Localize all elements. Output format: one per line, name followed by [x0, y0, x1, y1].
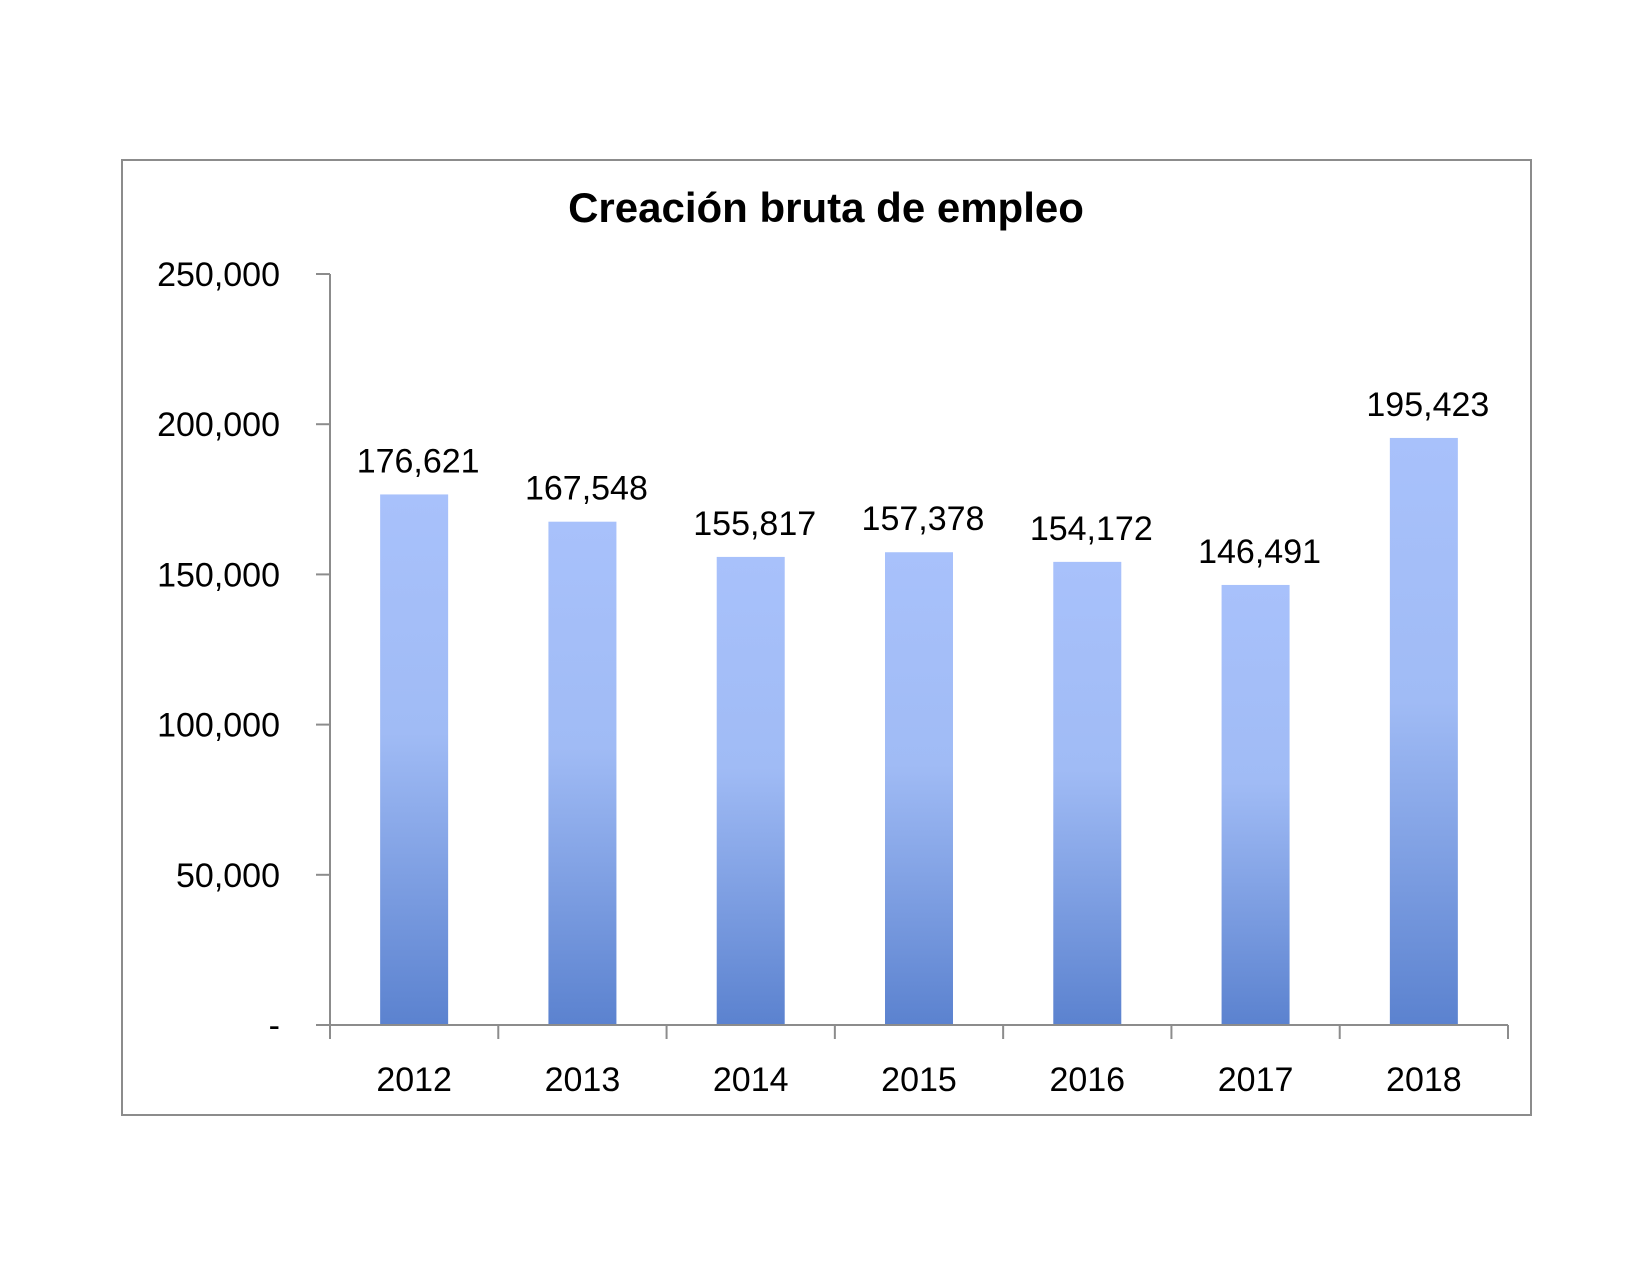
y-tick-label: 250,000	[157, 256, 280, 294]
bars: 176,621 167,548 155,817 157,378 154,172 146,4…	[357, 386, 1489, 1025]
x-tick-label: 2018	[1386, 1061, 1462, 1099]
x-tick-label: 2016	[1049, 1061, 1125, 1099]
bar-2017	[1221, 584, 1290, 1025]
data-label-2018: 195,423	[1366, 386, 1489, 424]
x-tick-label: 2017	[1218, 1061, 1294, 1099]
data-label-2014: 155,817	[693, 505, 816, 543]
data-label-2016: 154,172	[1030, 510, 1153, 548]
y-tick-label: 50,000	[176, 857, 280, 895]
y-tick-label: 200,000	[157, 406, 280, 444]
x-tick-label: 2015	[881, 1061, 957, 1099]
bar-2018	[1389, 437, 1458, 1025]
x-tick-label: 2013	[545, 1061, 621, 1099]
bar-2015	[885, 552, 953, 1025]
bar-2012	[380, 494, 449, 1025]
y-tick-label: 150,000	[157, 556, 280, 594]
data-label-2017: 146,491	[1198, 533, 1321, 571]
y-axis: - 50,000 100,000 150,000 200,000 250,000	[157, 256, 331, 1045]
x-axis: 2012 2013 2014 2015 2016 2017 2018	[329, 1024, 1509, 1099]
data-label-2013: 167,548	[525, 470, 648, 508]
chart-title: Creación bruta de empleo	[568, 184, 1084, 231]
bar-2014	[716, 556, 785, 1025]
bar-2016	[1053, 561, 1122, 1025]
y-tick-label: 100,000	[157, 707, 280, 745]
chart-frame	[121, 159, 1532, 1116]
y-tick-label: -	[269, 1007, 280, 1045]
x-tick-label: 2014	[713, 1061, 789, 1099]
data-label-2012: 176,621	[357, 442, 480, 480]
x-tick-label: 2012	[376, 1061, 452, 1099]
bar-2013	[548, 521, 617, 1025]
data-label-2015: 157,378	[862, 500, 985, 538]
